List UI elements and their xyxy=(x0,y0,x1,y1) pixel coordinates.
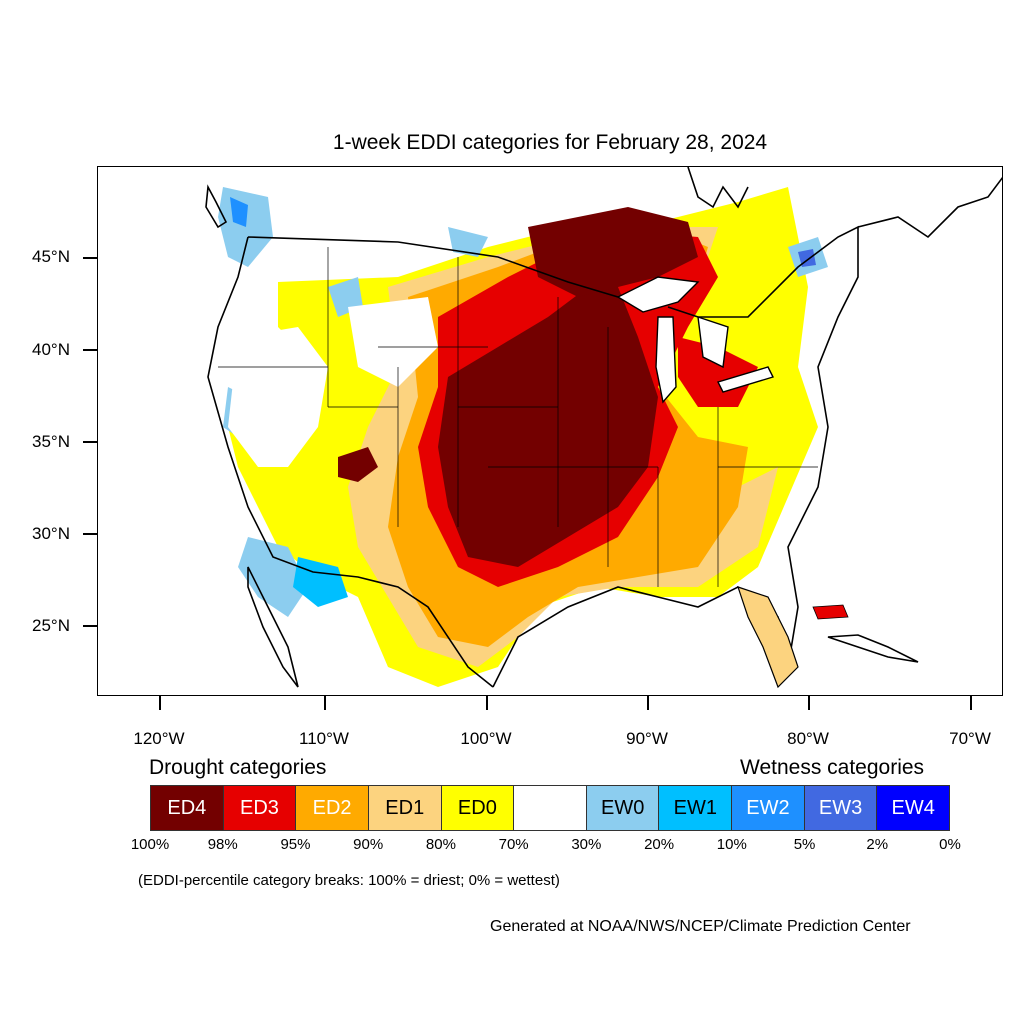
lon-label-120w: 120°W xyxy=(133,729,185,748)
conus-border xyxy=(207,225,859,688)
legend-cell-ew3: EW3 xyxy=(804,786,878,830)
lon-label-110w: 110°W xyxy=(299,729,349,748)
percentile-label: 80% xyxy=(425,836,456,853)
percentile-label: 10% xyxy=(716,836,747,853)
lat-tick xyxy=(83,625,97,627)
map-title: 1-week EDDI categories for February 28, … xyxy=(332,131,768,154)
lat-label-35n: 35°N xyxy=(32,432,70,451)
legend-cell-ed4: ED4 xyxy=(151,786,224,830)
lat-label-45n: 45°N xyxy=(32,247,70,266)
nova-scotia xyxy=(857,177,1002,239)
florida xyxy=(737,586,799,689)
lon-tick xyxy=(808,696,810,710)
region-ed4-utah xyxy=(338,447,378,482)
legend-cell-ed2: ED2 xyxy=(296,786,369,830)
percentile-label: 0% xyxy=(939,836,961,853)
percentile-label: 95% xyxy=(280,836,311,853)
region-ed4-north xyxy=(528,207,698,297)
lat-tick xyxy=(83,349,97,351)
lon-tick xyxy=(324,696,326,710)
category-legend: ED4 ED3 ED2 ED1 ED0 EW0 EW1 EW2 EW3 EW4 xyxy=(150,785,950,831)
percentile-label: 20% xyxy=(644,836,675,853)
drought-categories-heading: Drought categories xyxy=(149,756,327,779)
region-ew-pacnw-deep xyxy=(230,197,248,227)
region-ew-maine-deep xyxy=(798,249,816,267)
lat-tick xyxy=(83,533,97,535)
lat-label-25n: 25°N xyxy=(32,616,70,635)
lake-erie xyxy=(717,366,774,393)
lon-label-90w: 90°W xyxy=(626,729,668,748)
legend-cell-ed0: ED0 xyxy=(441,786,515,830)
state-lines xyxy=(218,247,818,587)
lon-tick xyxy=(647,696,649,710)
lon-tick xyxy=(486,696,488,710)
percentile-label: 5% xyxy=(793,836,816,853)
legend-cell-ew4: EW4 xyxy=(877,786,950,830)
lake-huron xyxy=(697,315,729,369)
lat-tick xyxy=(83,441,97,443)
lat-label-30n: 30°N xyxy=(32,524,70,543)
region-ew-montana xyxy=(448,227,488,257)
lon-label-80w: 80°W xyxy=(787,729,829,748)
lake-michigan xyxy=(655,316,677,404)
eddi-map-canvas xyxy=(98,167,1002,695)
region-ew-socal xyxy=(238,537,308,617)
percentile-label: 100% xyxy=(130,836,170,853)
region-ed4-east xyxy=(678,337,758,407)
legend-cell-normal xyxy=(514,786,587,830)
lake-superior xyxy=(616,276,700,313)
region-normal-plains xyxy=(348,297,438,387)
legend-cell-ed1: ED1 xyxy=(368,786,442,830)
baja xyxy=(247,566,299,688)
percentile-label: 90% xyxy=(353,836,384,853)
lon-tick xyxy=(159,696,161,710)
legend-cell-ew2: EW2 xyxy=(732,786,805,830)
breaks-note: (EDDI-percentile category breaks: 100% =… xyxy=(138,872,560,889)
region-ed4 xyxy=(438,287,658,567)
region-normal-basin xyxy=(228,327,328,467)
legend-cell-ew1: EW1 xyxy=(659,786,733,830)
percentile-label: 2% xyxy=(866,836,889,853)
eddi-map xyxy=(97,166,1003,696)
cuba xyxy=(827,634,919,663)
vancouver-island xyxy=(205,184,228,229)
lat-tick xyxy=(83,257,97,259)
credit-line: Generated at NOAA/NWS/NCEP/Climate Predi… xyxy=(490,918,911,935)
hudson-coast xyxy=(687,167,749,209)
percentile-label: 30% xyxy=(571,836,602,853)
lon-label-70w: 70°W xyxy=(949,729,991,748)
percentile-label: 98% xyxy=(207,836,238,853)
legend-cell-ew0: EW0 xyxy=(586,786,660,830)
bahamas xyxy=(812,604,849,620)
lat-label-40n: 40°N xyxy=(32,340,70,359)
lon-tick xyxy=(970,696,972,710)
legend-cell-ed3: ED3 xyxy=(223,786,297,830)
wetness-categories-heading: Wetness categories xyxy=(740,756,925,779)
percentile-label: 70% xyxy=(498,836,529,853)
lon-label-100w: 100°W xyxy=(460,729,512,748)
